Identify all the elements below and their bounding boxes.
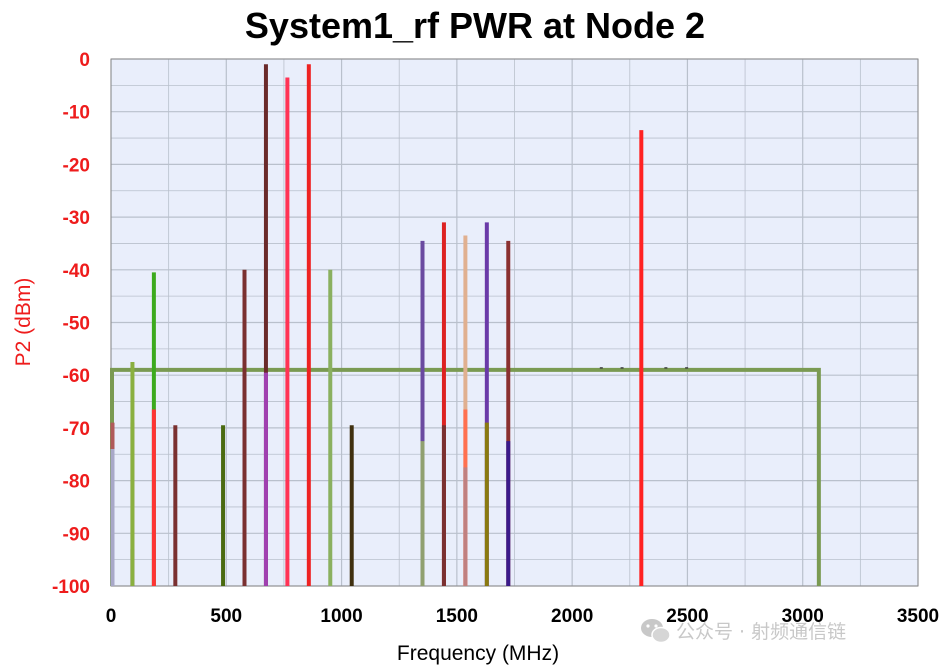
x-axis-label: Frequency (MHz) [397, 642, 559, 665]
x-tick-label: 2000 [551, 606, 593, 627]
y-tick-label: -40 [63, 261, 90, 282]
watermark: 公众号 · 射频通信链 [641, 619, 846, 644]
x-tick-label: 3000 [782, 606, 824, 627]
y-tick-labels: 0 -10 -20 -30 -40 -50 -60 -70 -80 -90 -100 [52, 50, 90, 598]
y-tick-label: -80 [63, 472, 90, 493]
y-tick-label: -60 [63, 366, 90, 387]
y-tick-label: -30 [63, 208, 90, 229]
x-tick-label: 1500 [436, 606, 478, 627]
chart-title: System1_rf PWR at Node 2 [245, 5, 705, 46]
y-tick-label: -20 [63, 155, 90, 176]
spectral-lines [110, 64, 644, 586]
y-tick-label: -10 [63, 103, 90, 124]
grid [110, 58, 919, 587]
watermark-text: 公众号 · 射频通信链 [676, 621, 846, 643]
y-tick-label: -50 [63, 314, 90, 335]
plot-frame [110, 58, 919, 587]
x-tick-labels: 0 500 1000 1500 2000 2500 3000 3500 [106, 606, 939, 627]
y-tick-label: -90 [63, 524, 90, 545]
x-tick-label: 3500 [897, 606, 939, 627]
y-tick-label: -100 [52, 577, 90, 598]
x-tick-label: 500 [210, 606, 242, 627]
y-tick-label: 0 [79, 50, 90, 71]
wechat-icon [641, 619, 671, 644]
x-tick-label: 1000 [320, 606, 362, 627]
x-tick-label: 2500 [666, 606, 708, 627]
x-tick-label: 0 [106, 606, 117, 627]
y-tick-label: -70 [63, 419, 90, 440]
y-axis-label: P2 (dBm) [12, 278, 35, 367]
